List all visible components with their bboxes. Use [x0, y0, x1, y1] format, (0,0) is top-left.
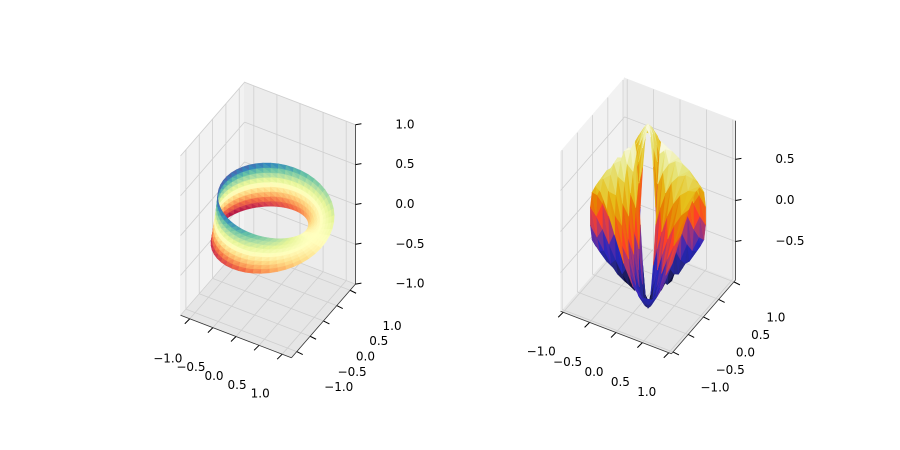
- x-tick-label: −1.0: [153, 351, 182, 365]
- tick-mark: [610, 332, 617, 338]
- surface-facet: [261, 268, 270, 274]
- grid-line: [180, 121, 245, 196]
- surface-facet: [675, 160, 683, 177]
- x-tick-label: 0.0: [584, 365, 603, 379]
- y-tick-label: −0.5: [338, 365, 367, 379]
- y-tick-label: 0.0: [356, 349, 375, 363]
- y-tick-label: 1.0: [383, 319, 402, 333]
- axis-line: [671, 279, 736, 354]
- grid-line: [592, 274, 704, 318]
- y-tick-label: 0.5: [751, 328, 770, 342]
- y-tick-label: 0.5: [369, 334, 388, 348]
- x-tick-label: −0.5: [553, 355, 582, 369]
- surface-facet: [645, 125, 651, 138]
- grid-line: [561, 309, 674, 353]
- axis-line: [560, 310, 672, 355]
- axis-line: [291, 283, 356, 358]
- grid-line: [560, 116, 625, 191]
- surface-facet: [647, 286, 664, 305]
- grid-line: [244, 81, 356, 126]
- surface-facet: [269, 267, 278, 274]
- tick-mark: [230, 336, 237, 342]
- grid-line: [624, 116, 736, 160]
- tick-mark: [703, 316, 710, 321]
- surface-facet: [681, 191, 696, 216]
- grid-line: [199, 293, 311, 337]
- tick-mark: [557, 311, 564, 318]
- z-tick-label: 0.5: [395, 157, 414, 171]
- tick-mark: [253, 344, 260, 351]
- y-tick-label: 1.0: [766, 310, 785, 324]
- tick-mark: [323, 320, 330, 325]
- tick-mark: [355, 202, 362, 205]
- y-tick-label: −1.0: [700, 380, 729, 394]
- z-tick-label: 1.0: [395, 117, 414, 131]
- grid-line: [244, 121, 356, 165]
- y-tick-label: 0.0: [736, 345, 755, 359]
- z-tick-label: −0.5: [775, 234, 804, 248]
- tick-mark: [355, 242, 362, 245]
- surface-facet: [680, 175, 688, 196]
- tick-mark: [663, 352, 670, 359]
- surface-facet: [656, 263, 673, 297]
- tick-mark: [296, 351, 303, 356]
- z-tick-label: −0.5: [395, 237, 424, 251]
- grid-line: [212, 278, 324, 322]
- tick-mark: [584, 322, 590, 328]
- surface-facet: [678, 170, 690, 177]
- grid-line: [577, 291, 689, 335]
- axis-line: [180, 314, 292, 359]
- surface-facet: [608, 175, 616, 196]
- tick-mark: [355, 123, 362, 126]
- tick-mark: [718, 298, 725, 303]
- axes-3d: −1.0−0.50.00.51.0 −1.0−0.50.00.51.0−0.50.…: [527, 76, 805, 399]
- tick-mark: [637, 342, 643, 348]
- tick-mark: [309, 335, 317, 340]
- tick-mark: [735, 157, 742, 160]
- tick-mark: [733, 281, 741, 286]
- x-tick-label: −0.5: [176, 360, 205, 374]
- tick-mark: [355, 163, 362, 166]
- surface-facet: [606, 191, 615, 236]
- surface-facet: [277, 265, 287, 272]
- x-tick-label: 0.0: [204, 369, 223, 383]
- z-tick-label: 0.5: [775, 152, 794, 166]
- tick-mark: [355, 282, 362, 285]
- x-tick-label: 0.5: [228, 378, 247, 392]
- grid-line: [185, 308, 297, 352]
- z-tick-label: −1.0: [395, 277, 424, 291]
- x-tick-label: 1.0: [637, 385, 656, 399]
- y-tick-label: −1.0: [324, 380, 353, 394]
- y-tick-label: −0.5: [716, 363, 745, 377]
- grid-line: [180, 82, 245, 157]
- surface-facet: [665, 149, 672, 164]
- grid-line: [244, 201, 356, 245]
- tick-mark: [336, 305, 343, 310]
- surface-facet: [624, 149, 631, 164]
- axes-3d: −1.0−0.50.00.51.0 −1.0−0.50.00.51.0−1.0−0…: [153, 80, 425, 401]
- tick-mark: [207, 327, 214, 333]
- tick-mark: [735, 240, 742, 243]
- tick-mark: [672, 351, 680, 356]
- tick-mark: [349, 289, 357, 294]
- x-tick-label: 0.5: [611, 375, 630, 389]
- surface-facet: [665, 235, 682, 276]
- tick-mark: [687, 334, 695, 338]
- tick-mark: [184, 318, 191, 325]
- z-tick-label: 0.0: [775, 193, 794, 207]
- surface-facet: [642, 126, 649, 148]
- x-tick-label: 1.0: [251, 387, 270, 401]
- surface-facet: [673, 209, 690, 246]
- x-tick-label: −1.0: [527, 345, 556, 359]
- z-tick-label: 0.0: [395, 197, 414, 211]
- tick-mark: [735, 198, 742, 201]
- tick-mark: [276, 353, 283, 360]
